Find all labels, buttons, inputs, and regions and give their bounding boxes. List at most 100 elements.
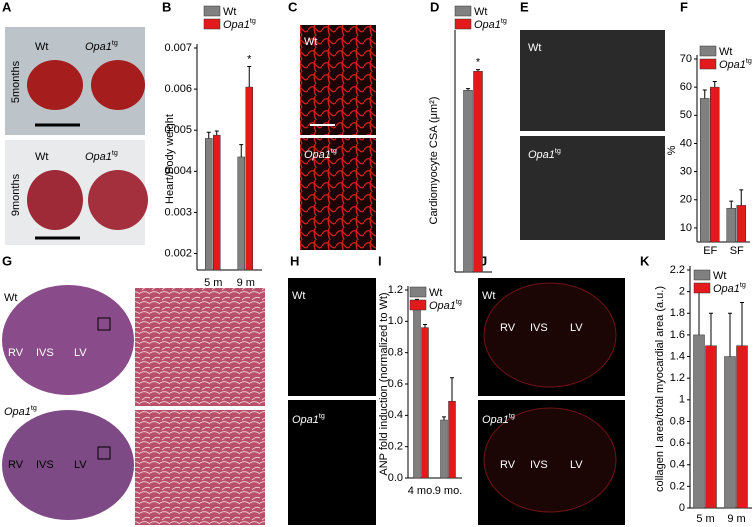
error-bar — [206, 131, 211, 139]
y-tick-label: 0.6 — [670, 437, 685, 449]
y-tick-label: 1.2 — [388, 284, 403, 296]
x-tick-label: 9 m — [237, 277, 255, 289]
label: Opa1tg — [223, 17, 256, 31]
y-tick-label: 1.6 — [670, 329, 685, 341]
label-text: Opa1 — [4, 406, 31, 418]
label-text: Opa1 — [719, 59, 746, 71]
legend-swatch — [693, 282, 711, 294]
label: Opa1tg — [85, 39, 118, 53]
micrograph — [300, 25, 376, 135]
y-tick-label: 20 — [680, 194, 692, 206]
label-text: Wt — [482, 290, 495, 302]
label-text: Opa1 — [713, 283, 740, 295]
label: RV — [500, 322, 516, 334]
label-text: LV — [570, 459, 583, 471]
label-sup: tg — [740, 281, 746, 289]
y-tick-label: 40 — [680, 137, 692, 149]
y-tick-label: 0.2 — [670, 480, 685, 492]
y-tick-label: 0.006 — [164, 83, 192, 95]
label-text: Wt — [429, 287, 442, 299]
label: IVS — [36, 347, 54, 359]
label-sup: tg — [501, 17, 507, 25]
heart — [27, 170, 83, 230]
y-tick-label: 60 — [680, 81, 692, 93]
label-text: Opa1 — [292, 414, 319, 426]
error-bar — [728, 312, 732, 357]
label-text: LV — [570, 322, 583, 334]
label: Opa1tg — [719, 57, 752, 71]
panel-letter: I — [378, 253, 382, 268]
label: Wt — [35, 151, 48, 163]
bar — [213, 134, 221, 271]
bar — [693, 334, 705, 509]
bar — [237, 156, 245, 271]
error-bar — [442, 416, 446, 421]
panel-letter: F — [680, 0, 688, 14]
bar — [726, 207, 736, 243]
legend-swatch — [699, 45, 717, 57]
micrograph — [288, 278, 376, 396]
label-text: RV — [8, 459, 24, 471]
heart — [27, 60, 83, 110]
label: 9months — [10, 173, 22, 216]
bar — [710, 86, 720, 243]
y-tick-label: 0.6 — [388, 378, 403, 390]
label: Wt — [528, 42, 541, 54]
label-text: Opa1 — [528, 149, 555, 161]
label: Wt — [35, 41, 48, 53]
label-text: Wt — [528, 42, 541, 54]
label-text: IVS — [530, 459, 548, 471]
echo-image — [520, 136, 665, 240]
label: Opa1tg — [474, 17, 507, 31]
error-bar — [729, 200, 734, 209]
legend-swatch — [693, 269, 711, 281]
x-tick-label: 5 m — [696, 513, 714, 525]
legend-swatch — [409, 286, 427, 298]
label-sup: tg — [250, 17, 256, 25]
y-tick-label: 0.4 — [670, 459, 685, 471]
section — [483, 282, 617, 388]
y-axis-label: collagen I area/total myocardial area (a… — [654, 286, 666, 492]
bar — [700, 98, 710, 243]
y-tick-label: 1.4 — [670, 350, 685, 362]
panel-letter: B — [162, 0, 171, 14]
label-sup: tg — [555, 147, 561, 155]
y-tick-label: 0.8 — [670, 415, 685, 427]
label-text: RV — [8, 347, 24, 359]
x-tick-label: 5 m — [204, 277, 222, 289]
section — [483, 407, 617, 513]
bar — [473, 71, 483, 273]
label-text: LV — [74, 459, 87, 471]
label-text: IVS — [36, 459, 54, 471]
y-axis-label: ANP fold induction (normalized to Wt) — [378, 292, 390, 475]
y-tick-label: 1.0 — [388, 315, 403, 327]
label-text: Opa1 — [304, 149, 331, 161]
label: LV — [74, 347, 87, 359]
panel-letter: D — [430, 0, 439, 14]
label: Opa1tg — [528, 147, 561, 161]
label-text: Wt — [223, 6, 236, 18]
error-bar — [247, 66, 252, 88]
label: RV — [8, 347, 24, 359]
label-text: Wt — [474, 6, 487, 18]
label: Opa1tg — [482, 412, 515, 426]
y-tick-label: 2.2 — [670, 264, 685, 276]
label: RV — [8, 459, 24, 471]
micrograph — [300, 138, 376, 250]
bar — [245, 86, 253, 271]
y-tick-label: 0.004 — [164, 165, 192, 177]
micrograph — [135, 288, 265, 406]
label-text: RV — [500, 459, 516, 471]
panel-letter: C — [288, 0, 298, 14]
x-tick-label: 9 m — [727, 513, 745, 525]
bar — [205, 138, 213, 271]
label-text: IVS — [36, 347, 54, 359]
bar — [736, 205, 746, 243]
label: Opa1tg — [304, 147, 337, 161]
label-text: Wt — [292, 290, 305, 302]
label-text: Wt — [719, 46, 732, 58]
label: Wt — [713, 270, 726, 282]
error-bar — [702, 89, 707, 99]
legend-swatch — [699, 58, 717, 70]
label-text: Opa1 — [85, 41, 112, 53]
